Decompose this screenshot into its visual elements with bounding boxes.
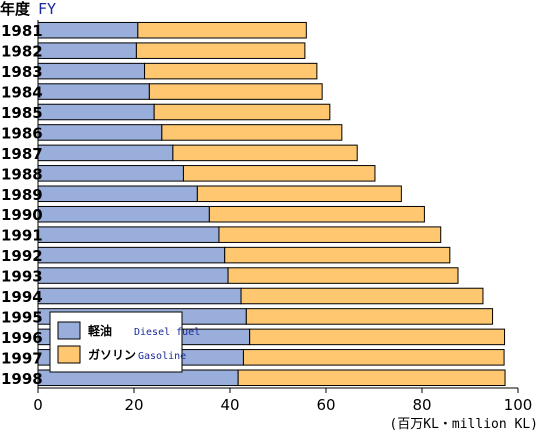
legend-label-gasoline-en: Gasoline: [138, 351, 186, 362]
y-tick-label-1985: 1985: [1, 104, 43, 122]
legend-label-diesel-en: Diesel fuel: [134, 327, 200, 338]
bar-gasoline-1990: [208, 205, 425, 223]
bar-gasoline-1983: [144, 62, 318, 80]
y-tick-label-1984: 1984: [1, 84, 43, 102]
bar-gasoline-1981: [137, 21, 307, 39]
bar-diesel-1990: [37, 205, 210, 223]
y-tick-label-1982: 1982: [1, 43, 43, 61]
y-tick-label-1995: 1995: [1, 308, 43, 326]
bar-diesel-1994: [37, 287, 242, 305]
bar-gasoline-1987: [172, 144, 358, 162]
y-tick-label-1991: 1991: [1, 227, 43, 245]
bar-gasoline-1995: [245, 308, 494, 325]
bar-diesel-1986: [37, 124, 163, 141]
bar-diesel-1987: [37, 144, 174, 162]
bar-diesel-1993: [37, 267, 229, 284]
bar-gasoline-1988: [182, 165, 376, 182]
bar-gasoline-1984: [148, 83, 323, 100]
y-tick-label-1996: 1996: [1, 329, 43, 347]
bar-gasoline-1991: [218, 226, 442, 243]
bar-diesel-1982: [37, 42, 137, 59]
bar-diesel-1992: [37, 246, 226, 264]
legend-label-diesel-jp: 軽油: [88, 323, 112, 338]
y-tick-label-1993: 1993: [1, 268, 43, 286]
bar-gasoline-1992: [224, 246, 451, 264]
y-tick-label-1986: 1986: [1, 124, 43, 142]
bar-diesel-1984: [37, 83, 150, 100]
y-tick-label-1990: 1990: [1, 206, 43, 224]
bar-gasoline-1989: [196, 185, 402, 203]
x-tick-label-80: 80: [412, 396, 431, 414]
chart-title: 年度 FY: [0, 0, 56, 18]
y-tick-label-1983: 1983: [1, 63, 43, 81]
bar-gasoline-1997: [242, 349, 505, 366]
bar-gasoline-1982: [135, 42, 306, 59]
title-jp: 年度: [0, 0, 31, 18]
y-tick-label-1981: 1981: [1, 22, 43, 40]
bar-diesel-1991: [37, 226, 220, 243]
x-tick-label-100: 100: [504, 396, 533, 414]
legend-swatch-diesel: [57, 321, 81, 340]
bar-gasoline-1996: [249, 328, 506, 346]
bar-gasoline-1994: [240, 287, 484, 305]
y-tick-label-1989: 1989: [1, 186, 43, 204]
bar-gasoline-1986: [161, 124, 343, 141]
bar-gasoline-1993: [227, 267, 459, 284]
y-tick-label-1992: 1992: [1, 247, 43, 265]
title-en: FY: [38, 0, 56, 18]
axes-layer: 1981 1982 1983 1984 1985 1986 1987 1988 1989 1990…: [1, 20, 532, 414]
x-tick-label-0: 0: [33, 396, 43, 414]
y-tick-label-1997: 1997: [1, 349, 43, 367]
y-tick-label-1994: 1994: [1, 288, 43, 306]
bar-gasoline-1998: [237, 369, 506, 387]
bar-diesel-1989: [37, 185, 198, 203]
x-tick-label-60: 60: [316, 396, 335, 414]
y-tick-label-1988: 1988: [1, 165, 43, 183]
bar-diesel-1983: [37, 62, 146, 80]
y-tick-label-1998: 1998: [1, 370, 43, 388]
x-tick-label-20: 20: [124, 396, 143, 414]
bar-diesel-1988: [37, 165, 184, 182]
y-tick-label-1987: 1987: [1, 145, 43, 163]
x-tick-label-40: 40: [220, 396, 239, 414]
legend-swatch-gasoline: [57, 345, 81, 364]
bar-diesel-1981: [37, 21, 139, 39]
bar-gasoline-1985: [153, 103, 331, 121]
x-axis-unit-label: (百万KL・million KL): [389, 417, 538, 431]
bar-diesel-1985: [37, 103, 155, 121]
legend-label-gasoline-jp: ガソリン: [88, 347, 136, 362]
legend: 軽油 Diesel fuel ガソリン Gasoline: [49, 311, 200, 373]
